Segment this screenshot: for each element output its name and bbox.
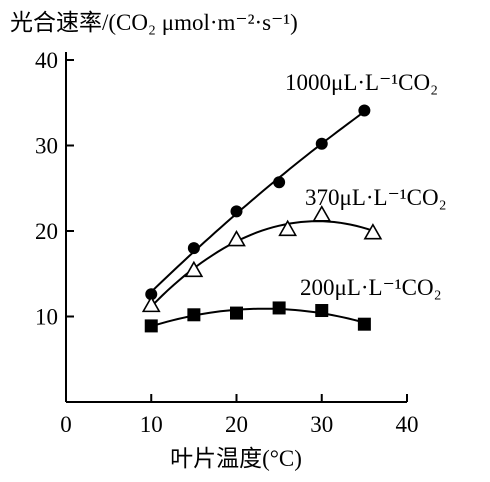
y-tick-label: 40 bbox=[35, 48, 58, 73]
x-axis-label: 叶片温度(°C) bbox=[170, 446, 302, 471]
point bbox=[230, 306, 243, 320]
point bbox=[278, 219, 298, 237]
point bbox=[141, 295, 161, 313]
point bbox=[187, 308, 201, 322]
point bbox=[227, 229, 246, 247]
point bbox=[363, 223, 383, 240]
y-tick-label: 10 bbox=[35, 305, 58, 330]
trend-curve bbox=[150, 110, 365, 293]
point bbox=[230, 205, 243, 218]
point bbox=[312, 205, 332, 222]
y-tick-label: 20 bbox=[35, 219, 58, 244]
point bbox=[145, 288, 158, 301]
x-tick-label: 0 bbox=[60, 412, 72, 437]
series-label: 370μL·L⁻¹CO₂ bbox=[305, 185, 447, 210]
point bbox=[272, 301, 286, 315]
point bbox=[315, 304, 329, 318]
y-axis-label: 光合速率/(CO₂ μmol·m⁻²·s⁻¹) bbox=[10, 10, 298, 35]
y-tick-label: 30 bbox=[35, 134, 58, 159]
series-label: 200μL·L⁻¹CO₂ bbox=[300, 275, 442, 300]
point bbox=[315, 137, 328, 150]
point bbox=[273, 176, 286, 189]
point bbox=[144, 319, 158, 333]
point bbox=[357, 317, 371, 331]
trend-curve bbox=[150, 307, 365, 328]
x-tick-label: 20 bbox=[225, 412, 248, 437]
point bbox=[358, 104, 371, 117]
x-tick-label: 10 bbox=[140, 412, 163, 437]
point bbox=[184, 260, 204, 278]
series-label: 1000μL·L⁻¹CO₂ bbox=[285, 70, 438, 95]
x-tick-label: 30 bbox=[310, 412, 333, 437]
x-tick-label: 40 bbox=[396, 412, 419, 437]
point bbox=[187, 242, 200, 255]
